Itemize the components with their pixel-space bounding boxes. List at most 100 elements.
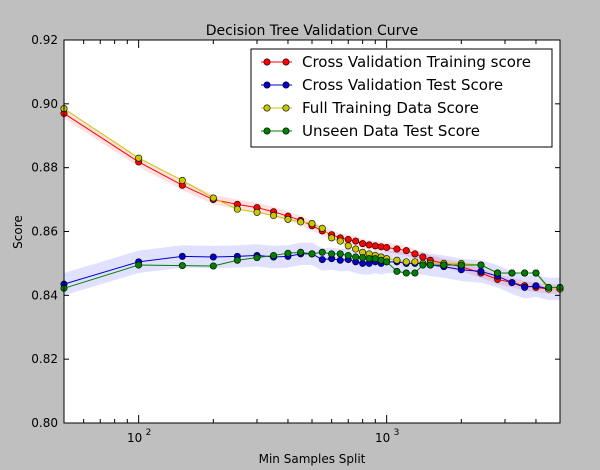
legend-marker-cross-validation-training-score bbox=[263, 58, 271, 66]
y-tick-label: 0.80 bbox=[31, 416, 58, 430]
legend-label-unseen-data-test-score: Unseen Data Test Score bbox=[302, 122, 480, 140]
legend-marker-cross-validation-training-score bbox=[282, 58, 290, 66]
point-unseen-data-test-score bbox=[297, 248, 305, 256]
y-axis-label: Score bbox=[11, 215, 25, 249]
point-cross-validation-test-score bbox=[508, 279, 516, 287]
point-full-training-data-score bbox=[411, 258, 419, 266]
point-cross-validation-training-score bbox=[359, 240, 367, 248]
point-unseen-data-test-score bbox=[545, 283, 553, 291]
point-unseen-data-test-score bbox=[352, 253, 360, 261]
point-unseen-data-test-score bbox=[308, 250, 316, 258]
point-unseen-data-test-score bbox=[477, 261, 485, 269]
point-full-training-data-score bbox=[402, 258, 410, 266]
point-unseen-data-test-score bbox=[411, 269, 419, 277]
point-full-training-data-score bbox=[209, 194, 217, 202]
point-cross-validation-test-score bbox=[521, 283, 529, 291]
point-unseen-data-test-score bbox=[233, 256, 241, 264]
point-unseen-data-test-score bbox=[135, 261, 143, 269]
point-unseen-data-test-score bbox=[178, 262, 186, 270]
point-full-training-data-score bbox=[318, 224, 326, 232]
point-unseen-data-test-score bbox=[371, 255, 379, 263]
legend-label-cross-validation-test-score: Cross Validation Test Score bbox=[302, 76, 503, 94]
point-cross-validation-training-score bbox=[402, 247, 410, 255]
x-tick-exponent: 2 bbox=[146, 428, 152, 438]
point-unseen-data-test-score bbox=[521, 269, 529, 277]
legend-marker-cross-validation-test-score bbox=[263, 81, 271, 89]
point-full-training-data-score bbox=[352, 245, 360, 253]
point-unseen-data-test-score bbox=[344, 251, 352, 259]
point-cross-validation-test-score bbox=[318, 256, 326, 264]
y-tick-label: 0.84 bbox=[31, 288, 58, 302]
point-full-training-data-score bbox=[233, 205, 241, 213]
point-unseen-data-test-score bbox=[209, 262, 217, 270]
y-tick-label: 0.90 bbox=[31, 97, 58, 111]
point-full-training-data-score bbox=[297, 218, 305, 226]
x-tick-exponent: 3 bbox=[394, 428, 400, 438]
legend-marker-unseen-data-test-score bbox=[263, 127, 271, 135]
point-cross-validation-test-score bbox=[477, 267, 485, 275]
x-axis-label: Min Samples Split bbox=[259, 452, 366, 466]
point-unseen-data-test-score bbox=[270, 251, 278, 259]
point-cross-validation-test-score bbox=[532, 282, 540, 290]
point-cross-validation-training-score bbox=[344, 235, 352, 243]
y-tick-label: 0.88 bbox=[31, 161, 58, 175]
point-cross-validation-test-score bbox=[209, 253, 217, 261]
point-unseen-data-test-score bbox=[426, 261, 434, 269]
legend-marker-full-training-data-score bbox=[282, 104, 290, 112]
point-unseen-data-test-score bbox=[440, 261, 448, 269]
x-tick-label: 10 bbox=[375, 431, 390, 445]
legend-box bbox=[250, 48, 553, 148]
point-cross-validation-training-score bbox=[371, 242, 379, 250]
point-cross-validation-test-score bbox=[178, 252, 186, 260]
legend-marker-unseen-data-test-score bbox=[282, 127, 290, 135]
point-cross-validation-training-score bbox=[352, 237, 360, 245]
x-tick-label: 10 bbox=[127, 431, 142, 445]
point-unseen-data-test-score bbox=[336, 250, 344, 258]
legend-label-cross-validation-training-score: Cross Validation Training score bbox=[302, 53, 531, 71]
point-full-training-data-score bbox=[336, 237, 344, 245]
point-unseen-data-test-score bbox=[508, 269, 516, 277]
point-cross-validation-test-score bbox=[359, 259, 367, 267]
point-unseen-data-test-score bbox=[419, 261, 427, 269]
point-cross-validation-training-score bbox=[411, 250, 419, 258]
point-unseen-data-test-score bbox=[365, 255, 373, 263]
point-cross-validation-training-score bbox=[393, 245, 401, 253]
point-full-training-data-score bbox=[393, 256, 401, 264]
point-unseen-data-test-score bbox=[318, 248, 326, 256]
legend-marker-cross-validation-test-score bbox=[282, 81, 290, 89]
point-full-training-data-score bbox=[328, 234, 336, 242]
y-tick-label: 0.82 bbox=[31, 352, 58, 366]
point-full-training-data-score bbox=[270, 212, 278, 220]
point-unseen-data-test-score bbox=[328, 250, 336, 258]
point-full-training-data-score bbox=[284, 215, 292, 223]
series-points bbox=[60, 105, 564, 293]
point-unseen-data-test-score bbox=[383, 258, 391, 266]
point-cross-validation-training-score bbox=[419, 253, 427, 261]
y-axis: 0.80 0.82 0.84 0.86 0.88 0.90 0.92 bbox=[31, 33, 560, 430]
point-cross-validation-training-score bbox=[365, 241, 373, 249]
point-unseen-data-test-score bbox=[457, 261, 465, 269]
point-unseen-data-test-score bbox=[359, 254, 367, 262]
point-unseen-data-test-score bbox=[494, 269, 502, 277]
point-unseen-data-test-score bbox=[393, 267, 401, 275]
chart-title: Decision Tree Validation Curve bbox=[206, 23, 419, 39]
point-full-training-data-score bbox=[178, 176, 186, 184]
point-cross-validation-training-score bbox=[383, 243, 391, 251]
point-unseen-data-test-score bbox=[284, 249, 292, 257]
x-axis: 10 2 10 3 bbox=[63, 40, 561, 445]
point-unseen-data-test-score bbox=[532, 269, 540, 277]
legend-label-full-training-data-score: Full Training Data Score bbox=[302, 99, 479, 117]
point-unseen-data-test-score bbox=[402, 269, 410, 277]
band-cross-validation-test-score bbox=[64, 242, 560, 301]
point-full-training-data-score bbox=[308, 220, 316, 228]
point-cross-validation-test-score bbox=[336, 256, 344, 264]
point-full-training-data-score bbox=[253, 208, 261, 216]
legend-marker-full-training-data-score bbox=[263, 104, 271, 112]
confidence-bands bbox=[64, 108, 560, 301]
point-full-training-data-score bbox=[135, 154, 143, 162]
point-full-training-data-score bbox=[344, 242, 352, 250]
point-unseen-data-test-score bbox=[253, 254, 261, 262]
y-tick-label: 0.92 bbox=[31, 33, 58, 47]
y-tick-label: 0.86 bbox=[31, 225, 58, 239]
